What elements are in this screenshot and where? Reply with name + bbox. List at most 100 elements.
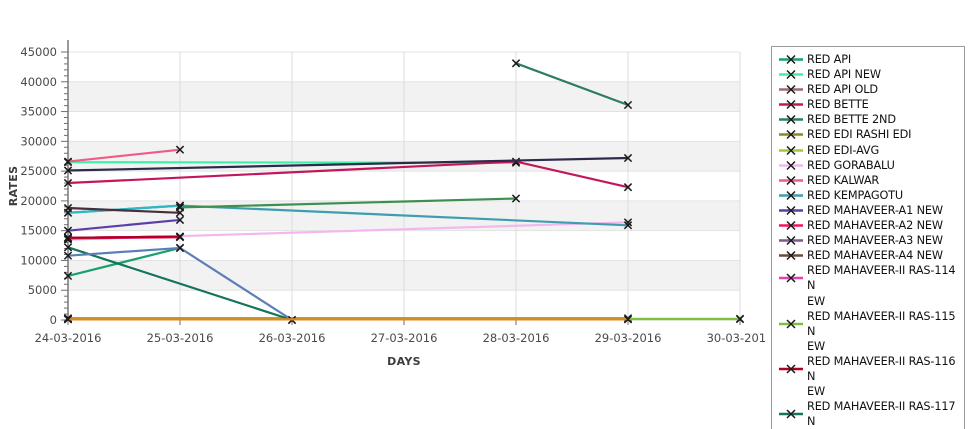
x-tick-label: 25-03-2016	[147, 331, 214, 345]
data-point-marker	[175, 243, 185, 253]
series-line[interactable]	[63, 232, 185, 242]
legend-marker-icon	[778, 173, 804, 188]
data-point-marker	[63, 226, 73, 235]
chart-canvas: 0 5000 10000 15000 20000 25000 30000 35000 40000…	[7, 40, 765, 368]
legend-item-label: RED BETTE	[807, 98, 869, 112]
data-point-marker	[511, 194, 521, 203]
line-chart: 0 5000 10000 15000 20000 25000 30000 35000 40000…	[7, 40, 765, 368]
legend-item-label: RED EDI-AVG	[807, 143, 880, 157]
legend-item[interactable]: RED BETTE 2ND	[778, 112, 960, 127]
series-line[interactable]	[63, 201, 185, 217]
y-tick-label: 40000	[20, 75, 57, 89]
legend-item[interactable]: RED API	[778, 52, 960, 67]
series-line[interactable]	[63, 315, 633, 324]
x-tick-label: 29-03-2016	[595, 331, 662, 345]
x-tick-label: 26-03-2016	[259, 331, 326, 345]
legend-marker-icon	[778, 127, 804, 142]
legend-item-label: RED EDI RASHI EDI	[807, 128, 912, 142]
data-point-marker	[623, 100, 633, 110]
legend-item-label: RED KALWAR	[807, 173, 880, 187]
y-tick-label: 15000	[20, 224, 57, 238]
series-line[interactable]	[63, 153, 633, 175]
legend-item-label: RED MAHAVEER-A2 NEW	[807, 219, 943, 233]
legend-marker-icon	[778, 309, 804, 339]
x-axis: 24-03-2016 25-03-2016 26-03-2016 27-03-2016…	[35, 320, 765, 345]
series-line[interactable]	[511, 59, 633, 110]
y-tick-label: 0	[50, 313, 57, 327]
legend-marker-icon	[778, 354, 804, 384]
data-point-marker	[623, 153, 633, 163]
data-point-marker	[511, 59, 521, 68]
legend-item[interactable]: RED EDI RASHI EDI	[778, 127, 960, 142]
legend-marker-icon	[778, 158, 804, 173]
legend-item[interactable]: RED BETTE	[778, 97, 960, 112]
legend-item[interactable]: RED API OLD	[778, 82, 960, 97]
x-tick-label: 28-03-2016	[483, 331, 550, 345]
legend-marker-icon	[778, 233, 804, 248]
legend-item[interactable]: RED GORABALU	[778, 158, 960, 173]
legend-marker-icon	[778, 97, 804, 112]
data-point-marker	[623, 315, 633, 324]
legend-item[interactable]: RED API NEW	[778, 67, 960, 82]
data-point-marker	[63, 203, 73, 213]
data-point-marker	[63, 243, 73, 252]
y-tick-label: 30000	[20, 134, 57, 148]
legend-marker-icon	[778, 82, 804, 97]
data-point-marker	[175, 145, 185, 154]
legend-item[interactable]: RED MAHAVEER-A4 NEW	[778, 248, 960, 263]
legend-item[interactable]: RED MAHAVEER-II RAS-117 N EW	[778, 399, 960, 429]
y-tick-label: 35000	[20, 105, 57, 119]
series-line[interactable]	[63, 145, 185, 166]
data-point-marker	[623, 183, 633, 192]
y-tick-label: 20000	[20, 194, 57, 208]
y-tick-label: 25000	[20, 164, 57, 178]
y-axis-title: RATES	[7, 166, 20, 207]
data-point-marker	[63, 157, 73, 166]
legend-item-label: RED KEMPAGOTU	[807, 188, 904, 202]
legend-item-label: RED API NEW	[807, 68, 881, 82]
series-line[interactable]	[63, 215, 185, 235]
x-tick-label: 27-03-2016	[371, 331, 438, 345]
legend-item-label: RED BETTE 2ND	[807, 113, 896, 127]
legend-item-label: RED MAHAVEER-A1 NEW	[807, 203, 943, 217]
legend-item-label: RED MAHAVEER-A4 NEW	[807, 249, 943, 263]
legend-item[interactable]: RED KEMPAGOTU	[778, 188, 960, 203]
legend-item[interactable]: RED MAHAVEER-A2 NEW	[778, 218, 960, 233]
data-point-marker	[175, 215, 185, 225]
series-line[interactable]	[175, 194, 521, 212]
data-point-marker	[63, 166, 73, 175]
y-axis: 0 5000 10000 15000 20000 25000 30000 35000 40000…	[20, 40, 69, 327]
x-tick-label: 30-03-2016	[707, 331, 765, 345]
legend-marker-icon	[778, 263, 804, 293]
legend-item[interactable]: RED MAHAVEER-A1 NEW	[778, 203, 960, 218]
legend-item-label: RED MAHAVEER-A3 NEW	[807, 234, 943, 248]
y-tick-label: 10000	[20, 253, 57, 267]
legend-item-label: RED MAHAVEER-II RAS-117 N EW	[807, 400, 956, 429]
x-axis-title: DAYS	[387, 355, 421, 368]
data-point-marker	[175, 232, 185, 241]
legend-box[interactable]: RED API RED API NEW RED API OLD RED BETTE RE…	[771, 46, 965, 429]
x-tick-label: 24-03-2016	[35, 331, 102, 345]
legend-marker-icon	[778, 218, 804, 233]
y-tick-label: 45000	[20, 45, 57, 59]
legend-item[interactable]: RED MAHAVEER-II RAS-115 N EW	[778, 309, 960, 354]
data-point-marker	[63, 178, 73, 188]
data-point-marker	[63, 271, 73, 281]
data-point-marker	[63, 251, 73, 260]
legend-item[interactable]: RED MAHAVEER-II RAS-114 N EW	[778, 263, 960, 308]
legend-item[interactable]: RED MAHAVEER-II RAS-116 N EW	[778, 354, 960, 399]
legend-item[interactable]: RED EDI-AVG	[778, 143, 960, 158]
data-point-marker	[63, 233, 73, 242]
data-point-marker	[623, 221, 633, 230]
data-point-marker	[735, 314, 745, 324]
legend-marker-icon	[778, 248, 804, 263]
legend-item-label: RED MAHAVEER-II RAS-115 N EW	[807, 309, 956, 353]
legend-marker-icon	[778, 67, 804, 82]
legend-marker-icon	[778, 399, 804, 429]
data-point-marker	[175, 203, 185, 212]
legend-item[interactable]: RED MAHAVEER-A3 NEW	[778, 233, 960, 248]
legend-item[interactable]: RED KALWAR	[778, 173, 960, 188]
legend-marker-icon	[778, 203, 804, 218]
legend-panel: RED API RED API NEW RED API OLD RED BETTE RE…	[765, 0, 975, 429]
